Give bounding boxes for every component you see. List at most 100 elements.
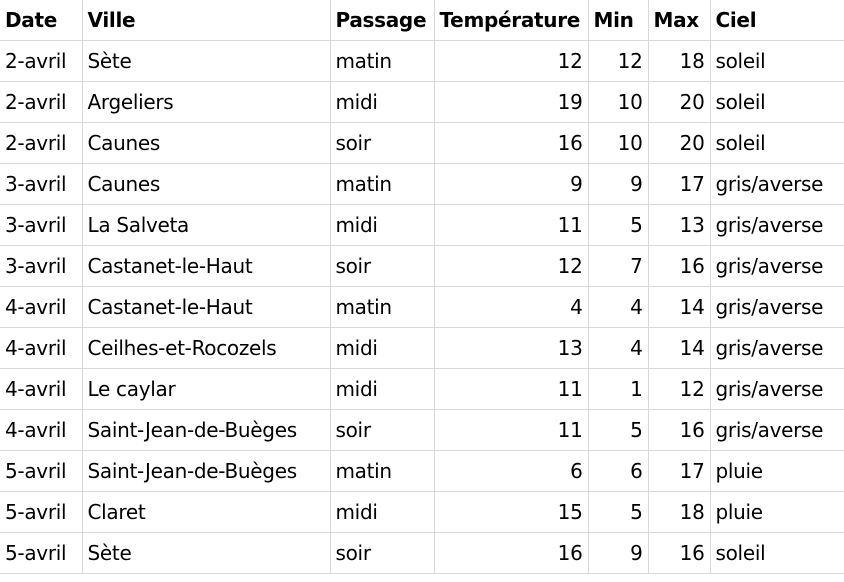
cell-min[interactable]: 9 — [587, 162, 649, 205]
cell-ciel[interactable]: soleil — [709, 121, 844, 164]
cell-ville[interactable]: Castanet-le-Haut — [81, 285, 331, 328]
cell-max[interactable]: 14 — [647, 326, 711, 369]
cell-ciel[interactable]: pluie — [709, 449, 844, 492]
cell-temperature[interactable]: 12 — [433, 244, 589, 287]
cell-min[interactable]: 5 — [587, 490, 649, 533]
cell-date[interactable]: 3-avril — [0, 244, 83, 287]
cell-temperature[interactable]: 15 — [433, 490, 589, 533]
cell-min[interactable]: 1 — [587, 367, 649, 410]
cell-min[interactable]: 7 — [587, 244, 649, 287]
cell-max[interactable]: 17 — [647, 162, 711, 205]
cell-temperature[interactable]: 11 — [433, 367, 589, 410]
cell-ville[interactable]: Le caylar — [81, 367, 331, 410]
cell-date[interactable]: 3-avril — [0, 162, 83, 205]
cell-min[interactable]: 5 — [587, 408, 649, 451]
cell-ciel[interactable]: gris/averse — [709, 326, 844, 369]
cell-ciel[interactable]: gris/averse — [709, 367, 844, 410]
cell-max[interactable]: 20 — [647, 80, 711, 123]
cell-min[interactable]: 9 — [587, 531, 649, 574]
cell-ville[interactable]: Claret — [81, 490, 331, 533]
cell-temperature[interactable]: 16 — [433, 121, 589, 164]
cell-date[interactable]: 5-avril — [0, 490, 83, 533]
cell-passage[interactable]: matin — [329, 39, 435, 82]
cell-max[interactable]: 18 — [647, 490, 711, 533]
table-row: 4-avril Saint-Jean-de-Buèges soir 11 5 16 gris… — [0, 408, 844, 451]
cell-max[interactable]: 16 — [647, 531, 711, 574]
cell-min[interactable]: 5 — [587, 203, 649, 246]
cell-temperature[interactable]: 11 — [433, 408, 589, 451]
cell-max[interactable]: 14 — [647, 285, 711, 328]
header-min[interactable]: Min — [587, 0, 649, 41]
cell-temperature[interactable]: 4 — [433, 285, 589, 328]
cell-temperature[interactable]: 9 — [433, 162, 589, 205]
cell-max[interactable]: 16 — [647, 244, 711, 287]
cell-date[interactable]: 5-avril — [0, 531, 83, 574]
cell-passage[interactable]: matin — [329, 162, 435, 205]
cell-date[interactable]: 3-avril — [0, 203, 83, 246]
cell-ciel[interactable]: gris/averse — [709, 203, 844, 246]
cell-passage[interactable]: soir — [329, 408, 435, 451]
cell-ville[interactable]: Castanet-le-Haut — [81, 244, 331, 287]
cell-min[interactable]: 12 — [587, 39, 649, 82]
cell-date[interactable]: 2-avril — [0, 121, 83, 164]
cell-passage[interactable]: matin — [329, 449, 435, 492]
cell-passage[interactable]: soir — [329, 244, 435, 287]
cell-ciel[interactable]: soleil — [709, 39, 844, 82]
cell-ville[interactable]: Saint-Jean-de-Buèges — [81, 408, 331, 451]
cell-max[interactable]: 17 — [647, 449, 711, 492]
cell-ciel[interactable]: soleil — [709, 531, 844, 574]
cell-ciel[interactable]: pluie — [709, 490, 844, 533]
cell-temperature[interactable]: 12 — [433, 39, 589, 82]
header-date[interactable]: Date — [0, 0, 83, 41]
header-temperature[interactable]: Température — [433, 0, 589, 41]
cell-temperature[interactable]: 19 — [433, 80, 589, 123]
header-ville[interactable]: Ville — [81, 0, 331, 41]
cell-passage[interactable]: midi — [329, 490, 435, 533]
cell-date[interactable]: 5-avril — [0, 449, 83, 492]
cell-temperature[interactable]: 16 — [433, 531, 589, 574]
cell-min[interactable]: 6 — [587, 449, 649, 492]
cell-date[interactable]: 4-avril — [0, 326, 83, 369]
cell-ville[interactable]: Argeliers — [81, 80, 331, 123]
cell-min[interactable]: 10 — [587, 80, 649, 123]
cell-ciel[interactable]: soleil — [709, 80, 844, 123]
cell-ville[interactable]: Saint-Jean-de-Buèges — [81, 449, 331, 492]
cell-max[interactable]: 13 — [647, 203, 711, 246]
cell-max[interactable]: 20 — [647, 121, 711, 164]
cell-date[interactable]: 4-avril — [0, 408, 83, 451]
header-max[interactable]: Max — [647, 0, 711, 41]
cell-passage[interactable]: midi — [329, 326, 435, 369]
cell-ville[interactable]: Sète — [81, 531, 331, 574]
cell-temperature[interactable]: 6 — [433, 449, 589, 492]
cell-passage[interactable]: matin — [329, 285, 435, 328]
cell-date[interactable]: 4-avril — [0, 367, 83, 410]
cell-max[interactable]: 12 — [647, 367, 711, 410]
cell-min[interactable]: 4 — [587, 285, 649, 328]
cell-passage[interactable]: soir — [329, 531, 435, 574]
cell-date[interactable]: 2-avril — [0, 80, 83, 123]
cell-min[interactable]: 4 — [587, 326, 649, 369]
cell-temperature[interactable]: 13 — [433, 326, 589, 369]
table-row: 2-avril Argeliers midi 19 10 20 soleil — [0, 80, 844, 123]
cell-temperature[interactable]: 11 — [433, 203, 589, 246]
cell-ciel[interactable]: gris/averse — [709, 408, 844, 451]
cell-ville[interactable]: La Salveta — [81, 203, 331, 246]
cell-ciel[interactable]: gris/averse — [709, 244, 844, 287]
cell-passage[interactable]: soir — [329, 121, 435, 164]
cell-ville[interactable]: Caunes — [81, 162, 331, 205]
header-ciel[interactable]: Ciel — [709, 0, 844, 41]
cell-max[interactable]: 16 — [647, 408, 711, 451]
cell-date[interactable]: 4-avril — [0, 285, 83, 328]
cell-ville[interactable]: Caunes — [81, 121, 331, 164]
cell-ville[interactable]: Ceilhes-et-Rocozels — [81, 326, 331, 369]
cell-passage[interactable]: midi — [329, 203, 435, 246]
cell-ciel[interactable]: gris/averse — [709, 285, 844, 328]
cell-ciel[interactable]: gris/averse — [709, 162, 844, 205]
cell-ville[interactable]: Sète — [81, 39, 331, 82]
cell-passage[interactable]: midi — [329, 367, 435, 410]
cell-date[interactable]: 2-avril — [0, 39, 83, 82]
cell-min[interactable]: 10 — [587, 121, 649, 164]
header-passage[interactable]: Passage — [329, 0, 435, 41]
cell-passage[interactable]: midi — [329, 80, 435, 123]
cell-max[interactable]: 18 — [647, 39, 711, 82]
